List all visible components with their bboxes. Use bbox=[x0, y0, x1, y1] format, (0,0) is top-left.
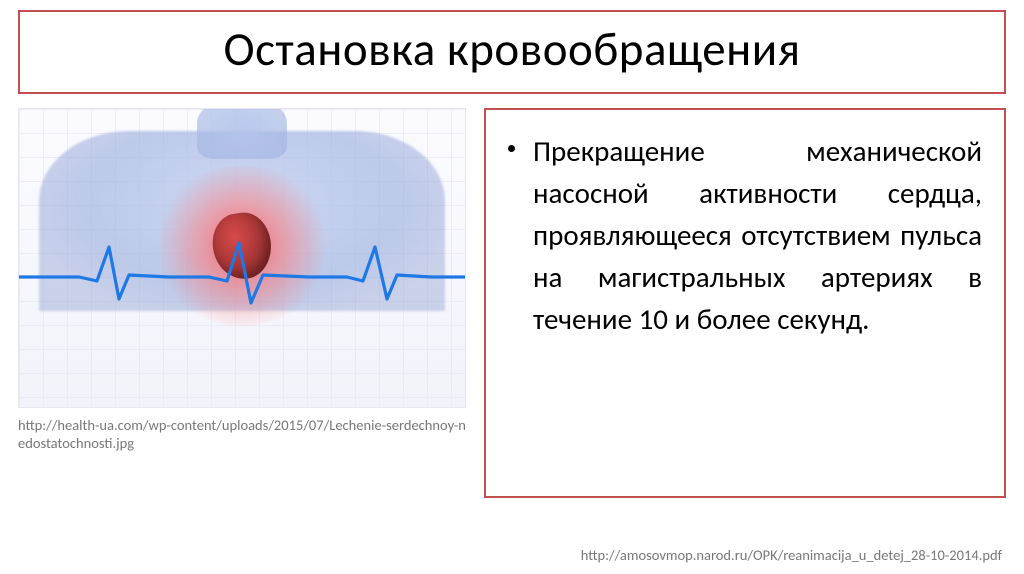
image-citation: http://health-ua.com/wp-content/uploads/… bbox=[18, 416, 466, 452]
ecg-trace bbox=[19, 237, 466, 317]
bullet-dot-icon bbox=[508, 145, 515, 152]
slide-title: Остановка кровообращения bbox=[40, 20, 984, 78]
left-column: http://health-ua.com/wp-content/uploads/… bbox=[18, 108, 466, 452]
definition-text: Прекращение механической насосной активн… bbox=[533, 130, 982, 340]
definition-box: Прекращение механической насосной активн… bbox=[484, 108, 1006, 498]
slide-title-box: Остановка кровообращения bbox=[18, 10, 1006, 94]
content-columns: http://health-ua.com/wp-content/uploads/… bbox=[18, 108, 1006, 498]
bullet-item: Прекращение механической насосной активн… bbox=[508, 130, 982, 340]
torso-ecg-illustration bbox=[18, 108, 466, 408]
neck-shape bbox=[197, 108, 287, 159]
footer-citation: http://amosovmop.narod.ru/OPK/reanimacij… bbox=[581, 546, 1002, 564]
